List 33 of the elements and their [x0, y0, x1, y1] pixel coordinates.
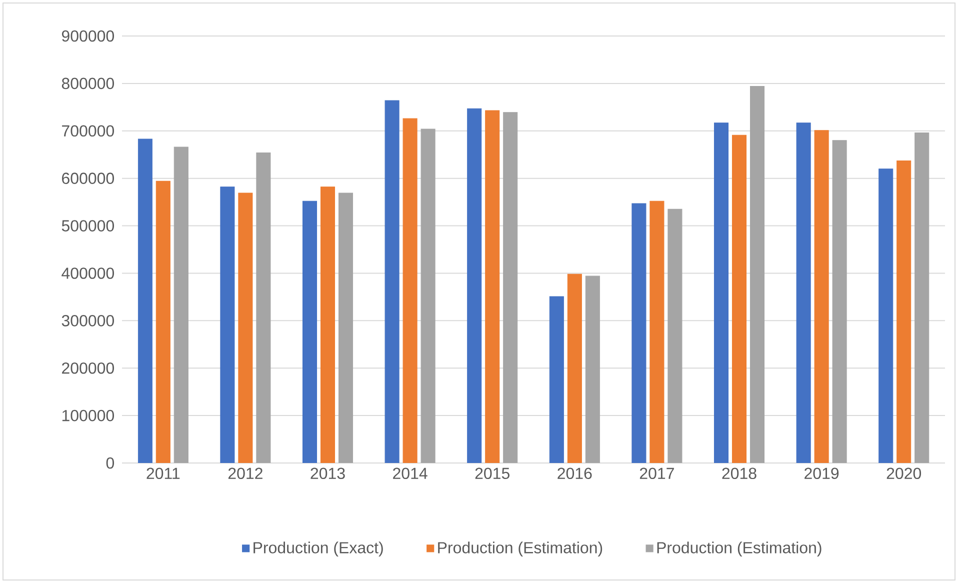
x-tick-label: 2019	[804, 468, 839, 480]
y-tick-label: 0	[106, 457, 114, 469]
x-tick-label: 2014	[393, 468, 428, 480]
y-tick-label: 400000	[62, 268, 114, 279]
x-tick-label: 2013	[310, 468, 345, 480]
legend-label: Production (Estimation)	[657, 542, 822, 556]
legend-label: Production (Exact)	[254, 542, 383, 556]
bar	[732, 134, 747, 463]
bar	[402, 118, 418, 463]
x-tick-label: 2016	[558, 468, 592, 480]
legend-label: Production (Estimation)	[438, 542, 602, 556]
y-tick-label: 900000	[62, 30, 114, 42]
y-tick-label: 500000	[62, 220, 114, 232]
x-tick-label: 2018	[722, 468, 756, 480]
bar	[650, 200, 664, 463]
y-tick-label: 800000	[62, 78, 114, 90]
y-tick-label: 200000	[62, 362, 114, 374]
bar	[567, 274, 582, 463]
y-tick-label: 700000	[62, 125, 114, 137]
bar	[320, 186, 336, 463]
x-tick-label: 2012	[228, 468, 262, 480]
y-tick-label: 600000	[62, 172, 114, 184]
x-tick-label: 2011	[146, 468, 180, 480]
y-tick-label: 300000	[62, 315, 114, 326]
y-tick-label: 100000	[62, 410, 114, 422]
bar	[156, 180, 170, 463]
x-tick-label: 2017	[640, 468, 674, 480]
x-tick-label: 2020	[886, 468, 922, 480]
bar	[238, 192, 253, 463]
x-tick-label: 2015	[475, 468, 510, 480]
bar	[485, 110, 500, 463]
bar	[896, 160, 912, 463]
bar	[814, 130, 829, 463]
